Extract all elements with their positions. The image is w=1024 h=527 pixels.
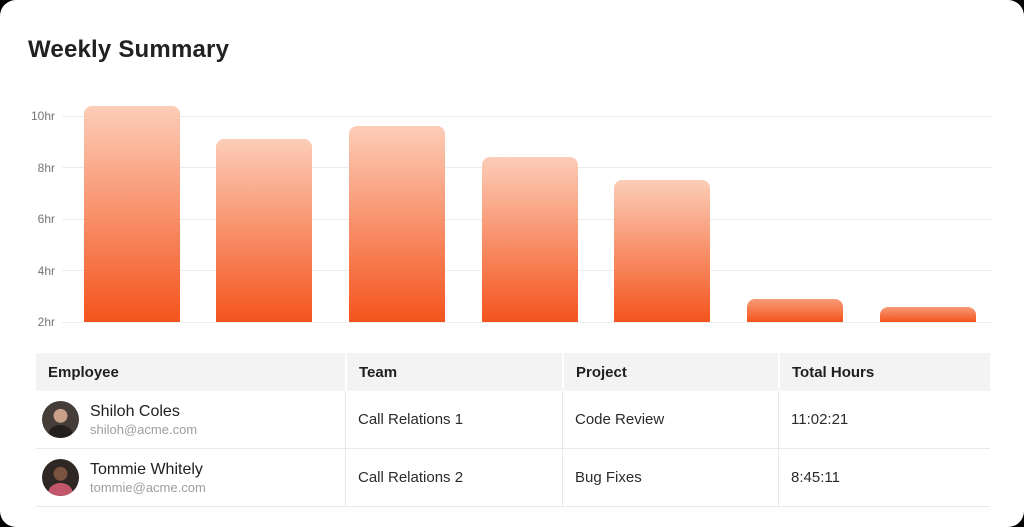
chart-gridline — [62, 115, 993, 117]
y-axis-tick-label: 6hr — [37, 212, 55, 226]
employee-cell: Shiloh Coles shiloh@acme.com — [36, 391, 345, 448]
y-axis-tick-label: 4hr — [37, 263, 55, 278]
total-hours-cell: 11:02:21 — [778, 391, 990, 448]
y-axis-tick-label: 8hr — [37, 160, 55, 175]
employee-name: Shiloh Coles — [90, 402, 180, 420]
column-header-team: Team — [345, 353, 562, 391]
project-cell: Bug Fixes — [562, 449, 778, 506]
y-axis-tick-label: 2hr — [37, 315, 55, 329]
employee-name: Tommie Whitely — [90, 460, 203, 478]
employee-email: tommie@acme.com — [90, 479, 206, 495]
column-header-project: Project — [562, 353, 778, 391]
chart-bar[interactable] — [614, 180, 710, 322]
chart-bar[interactable] — [747, 298, 843, 322]
team-cell: Call Relations 2 — [345, 449, 562, 506]
summary-table: Employee Team Project Total Hours Shiloh… — [36, 353, 990, 507]
table-row: Shiloh Coles shiloh@acme.com Call Relati… — [36, 391, 990, 449]
employee-cell: Tommie Whitely tommie@acme.com — [36, 449, 345, 506]
chart-bar[interactable] — [880, 306, 976, 322]
team-cell: Call Relations 1 — [345, 391, 562, 448]
column-header-employee: Employee — [48, 363, 119, 381]
page-title: Weekly Summary — [28, 36, 230, 63]
chart-bar[interactable] — [84, 105, 180, 322]
chart-bar[interactable] — [216, 139, 312, 322]
table-header-row: Employee Team Project Total Hours — [36, 353, 990, 391]
table-row: Tommie Whitely tommie@acme.com Call Rela… — [36, 449, 990, 507]
column-header-total-hours: Total Hours — [778, 353, 990, 391]
project-cell: Code Review — [562, 391, 778, 448]
chart-bar[interactable] — [482, 157, 578, 322]
chart-gridline — [62, 321, 993, 323]
total-hours-cell: 8:45:11 — [778, 449, 990, 506]
avatar-photo-placeholder — [42, 401, 79, 438]
y-axis-tick-label: 10hr — [30, 109, 55, 123]
employee-email: shiloh@acme.com — [90, 421, 198, 437]
chart-bar[interactable] — [349, 126, 445, 322]
avatar-photo-placeholder — [42, 459, 79, 496]
weekly-hours-bar-chart: 10hr 8hr 6hr 4hr 2hr — [30, 105, 993, 329]
employee-avatar — [42, 459, 79, 496]
employee-avatar — [42, 401, 79, 438]
